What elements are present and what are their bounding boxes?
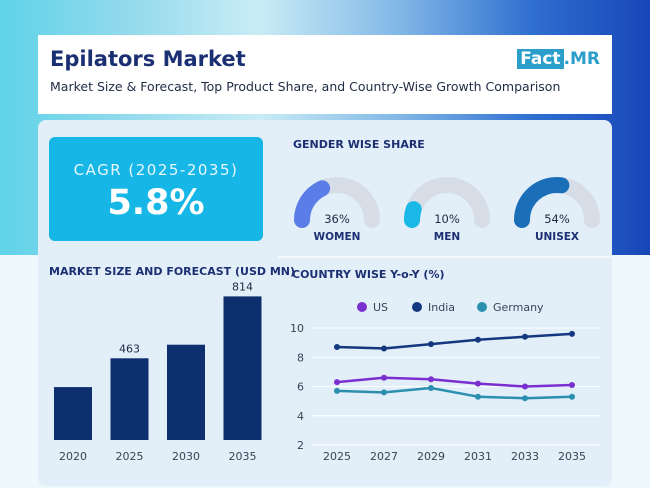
x-tick-2027: 2027: [370, 450, 398, 463]
logo-mr-text: .MR: [563, 49, 600, 69]
gauge-fill-men: [403, 201, 422, 228]
bar-2020: [54, 387, 92, 440]
gauge-fill-women: [294, 180, 331, 228]
line-chart-title: COUNTRY WISE Y-o-Y (%): [292, 268, 445, 281]
point-us-2029: [428, 376, 434, 383]
page-subtitle: Market Size & Forecast, Top Product Shar…: [50, 79, 561, 94]
series-line-us: [336, 376, 573, 388]
point-us-2033: [522, 383, 528, 390]
x-tick-2025: 2025: [323, 450, 351, 463]
legend-marker-india: [412, 302, 422, 312]
y-tick-8: 8: [297, 351, 304, 364]
point-us-2025: [334, 379, 340, 386]
cagr-label: CAGR (2025-2035): [73, 161, 239, 179]
point-india-2035: [569, 330, 575, 337]
gender-section-title: GENDER WISE SHARE: [293, 138, 425, 151]
point-india-2025: [334, 344, 340, 350]
x-tick-2029: 2029: [417, 450, 445, 463]
bar-data-label-2035: 814: [232, 280, 253, 293]
bar-x-tick-2035: 2035: [229, 450, 257, 463]
legend-marker-us: [357, 302, 367, 312]
legend-label-india: India: [428, 301, 455, 314]
bar-x-tick-2025: 2025: [116, 450, 144, 463]
legend-label-us: US: [373, 301, 388, 314]
point-india-2029: [428, 341, 434, 348]
point-germany-2033: [522, 395, 528, 402]
point-us-2027: [381, 374, 387, 381]
point-germany-2025: [334, 387, 340, 394]
gauge-label-unisex: UNISEX: [535, 231, 579, 243]
x-tick-2033: 2033: [511, 450, 539, 463]
cagr-card: CAGR (2025-2035) 5.8%: [49, 137, 263, 241]
point-india-2027: [381, 345, 387, 352]
gauge-percent-men: 10%: [434, 212, 460, 226]
gauge-label-men: MEN: [434, 231, 460, 243]
point-india-2031: [475, 336, 481, 343]
yoy-line-chart: 2 4 6 8 10 2025 2027 2029 2031 2033 2035 US India Ger…: [290, 301, 600, 463]
market-size-bar-chart: 2020 2025 463 2030 2035 814: [54, 280, 262, 463]
bar-data-label-2025: 463: [119, 342, 140, 355]
legend-marker-germany: [477, 302, 487, 312]
point-germany-2031: [475, 393, 481, 400]
logo-fact-text: Fact: [517, 49, 564, 69]
point-germany-2035: [569, 393, 575, 400]
y-tick-2: 2: [297, 439, 304, 452]
bar-2025: [110, 358, 149, 440]
point-us-2035: [569, 382, 575, 388]
bar-chart-title: MARKET SIZE AND FORECAST (USD MN): [49, 265, 296, 278]
point-us-2031: [475, 380, 481, 387]
point-germany-2029: [428, 385, 434, 391]
y-tick-4: 4: [297, 410, 304, 423]
point-germany-2027: [381, 389, 387, 396]
point-india-2033: [522, 333, 528, 340]
header-card: Epilators Market Market Size & Forecast,…: [38, 35, 612, 114]
cagr-value: 5.8%: [107, 183, 205, 223]
gauge-percent-women: 36%: [324, 212, 350, 226]
factmr-logo: Fact .MR: [517, 49, 600, 69]
series-line-germany: [336, 386, 573, 400]
series-line-india: [336, 332, 573, 350]
section-divider: [278, 256, 612, 258]
bar-2035: [223, 296, 262, 440]
gauge-percent-unisex: 54%: [544, 212, 570, 226]
bar-2030: [167, 344, 205, 440]
y-tick-6: 6: [297, 381, 304, 394]
gender-gauges: 36% WOMEN 10% MEN 54% UNISEX: [294, 177, 600, 243]
page-title: Epilators Market: [50, 47, 246, 71]
gauge-label-women: WOMEN: [314, 231, 361, 243]
y-tick-10: 10: [290, 322, 304, 335]
x-tick-2031: 2031: [464, 450, 492, 463]
x-tick-2035: 2035: [558, 450, 586, 463]
legend-label-germany: Germany: [493, 301, 544, 314]
gauge-fill-unisex: [514, 177, 570, 228]
bar-x-tick-2020: 2020: [59, 450, 87, 463]
bar-x-tick-2030: 2030: [172, 450, 200, 463]
